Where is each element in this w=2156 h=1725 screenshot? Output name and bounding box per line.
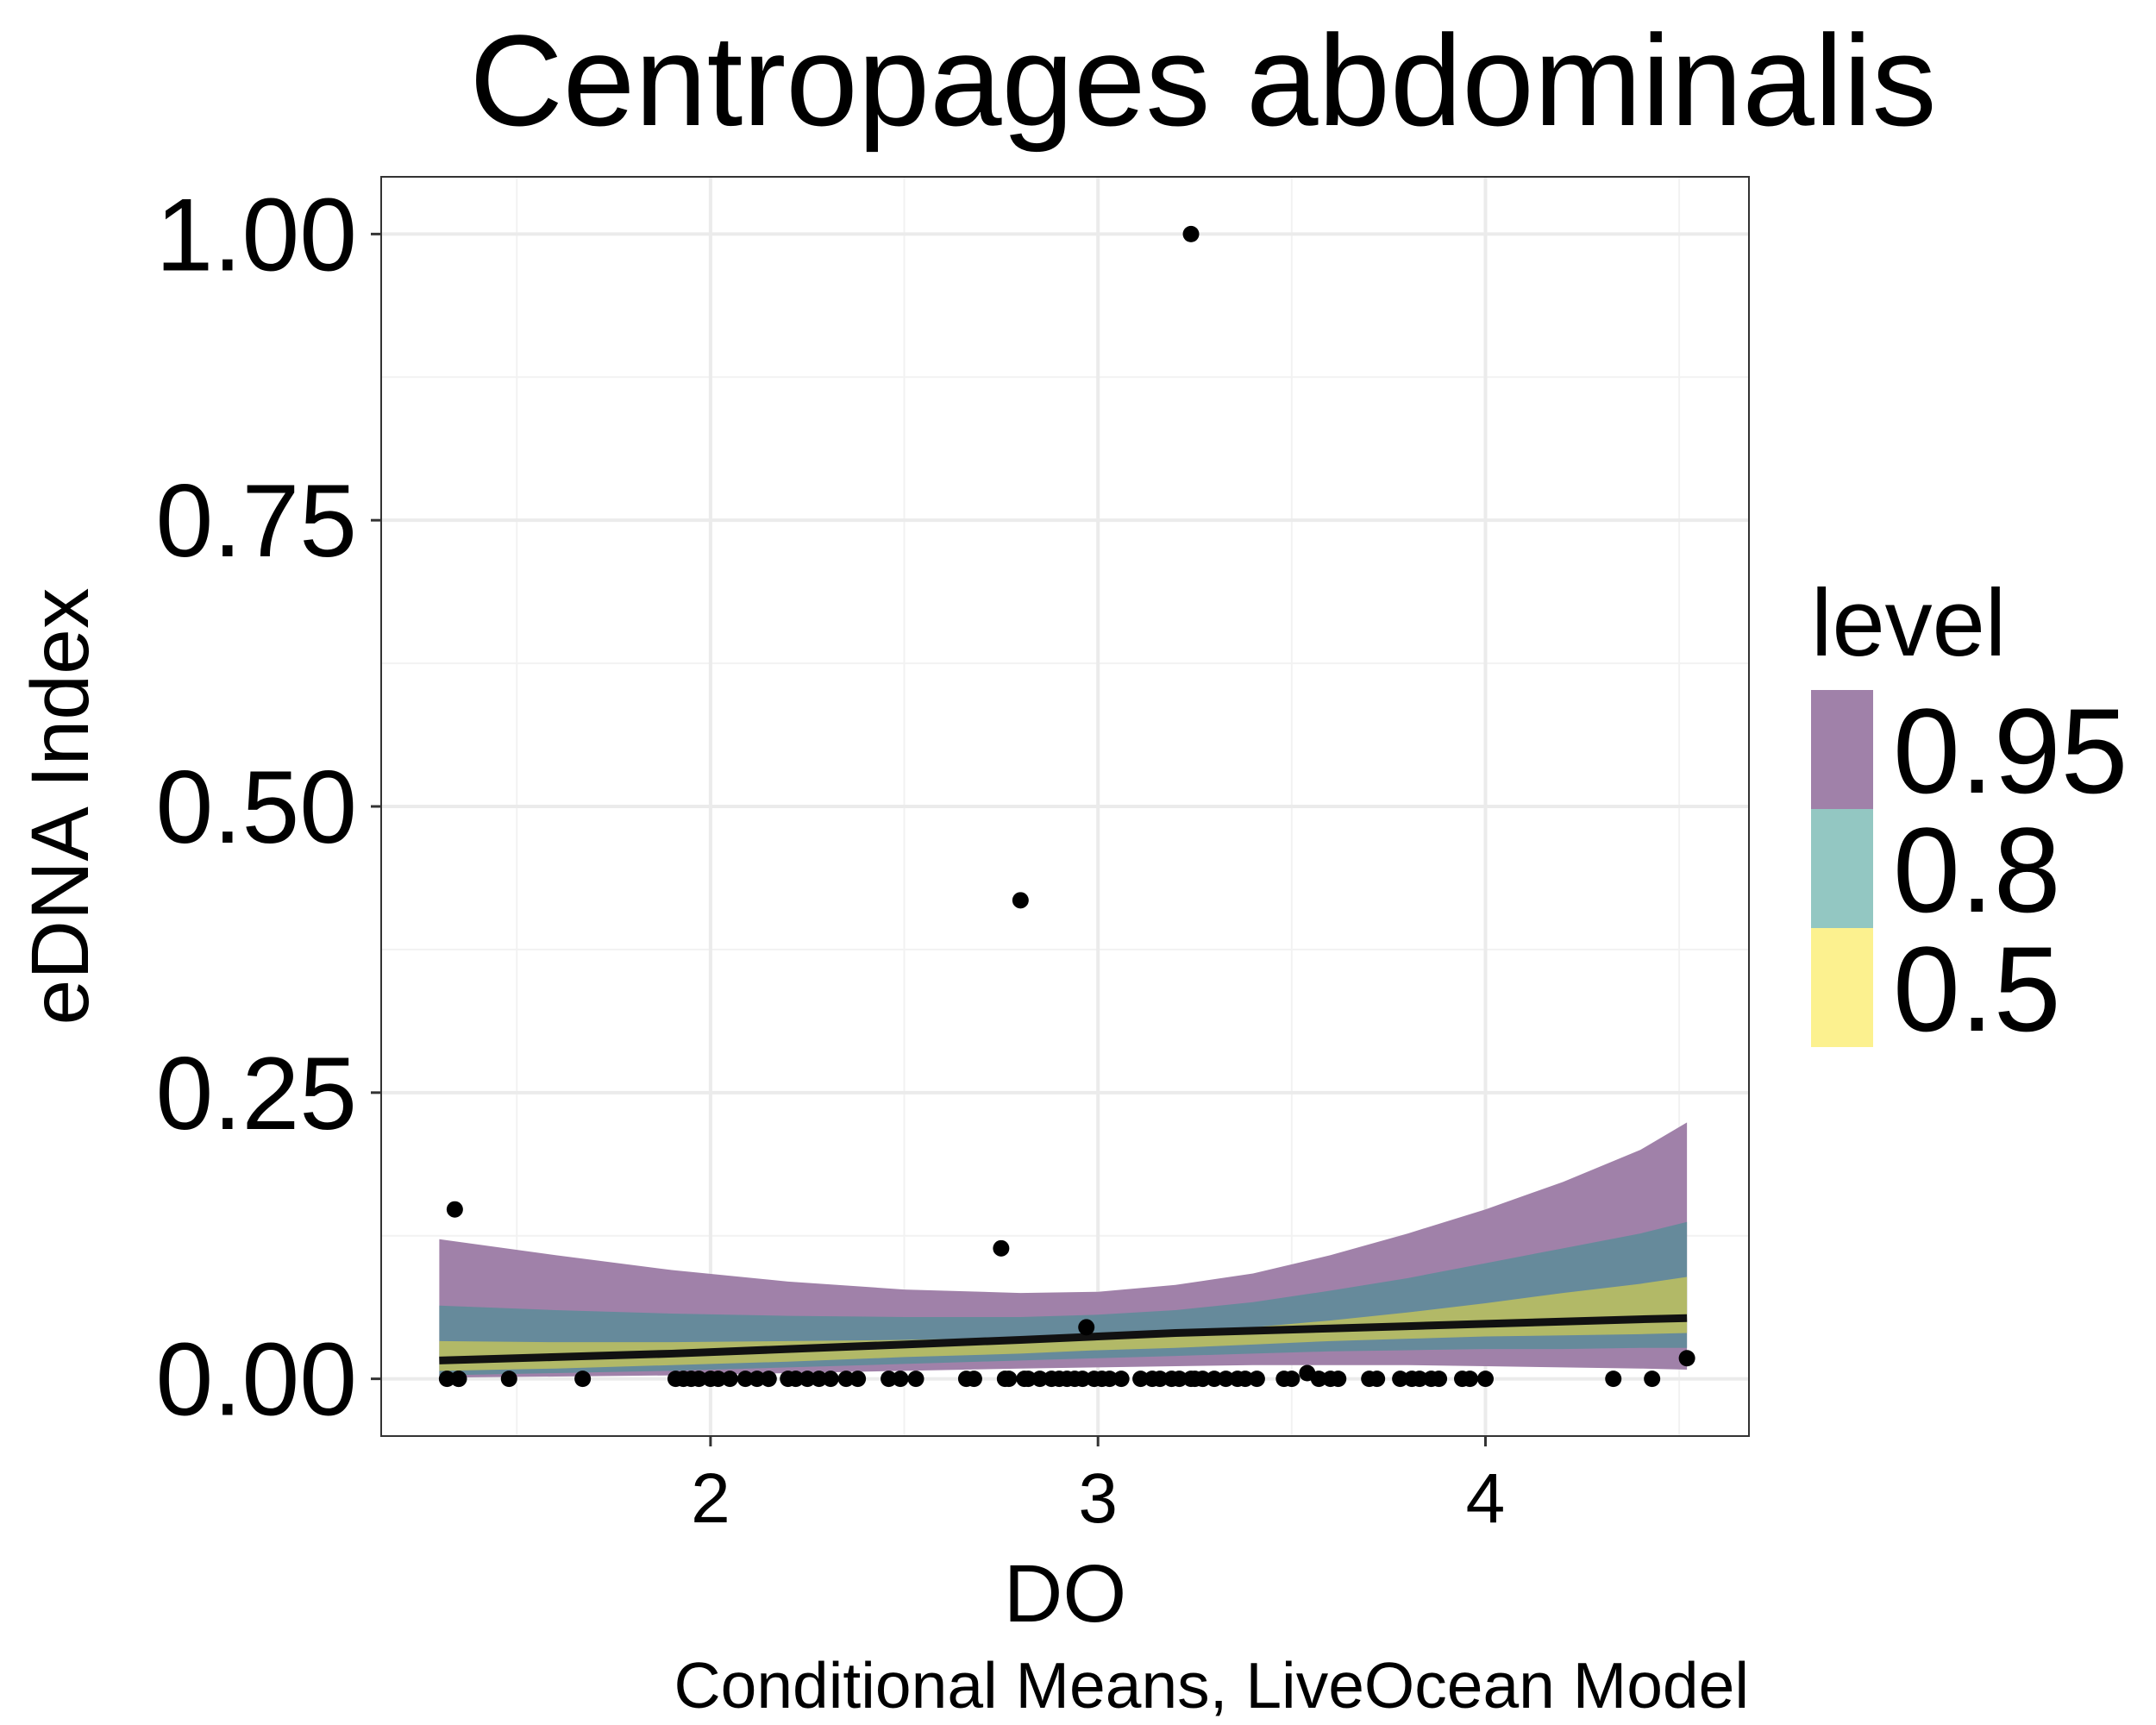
data-point	[1411, 1371, 1428, 1388]
x-tick-label: 2	[691, 1459, 730, 1538]
data-point	[1031, 1371, 1049, 1388]
data-point	[837, 1371, 855, 1388]
data-point	[749, 1371, 766, 1388]
data-point	[1237, 1371, 1254, 1388]
data-point	[811, 1371, 828, 1388]
data-point	[710, 1371, 727, 1388]
y-axis: 0.00 0.25 0.50 0.75 1.00	[155, 177, 381, 1438]
legend-label-095: 0.95	[1893, 683, 2128, 819]
data-point	[1310, 1371, 1327, 1388]
data-point	[574, 1371, 592, 1388]
data-point	[1283, 1371, 1300, 1388]
data-point	[1248, 1371, 1265, 1388]
data-point	[892, 1371, 909, 1388]
x-tick-label: 4	[1466, 1459, 1506, 1538]
data-point	[996, 1371, 1013, 1388]
y-tick-label: 0.50	[155, 750, 357, 865]
data-point	[690, 1371, 707, 1388]
legend-swatch-095	[1811, 690, 1873, 809]
data-point	[721, 1371, 738, 1388]
data-point	[1112, 1371, 1130, 1388]
data-point	[1217, 1371, 1234, 1388]
data-point	[450, 1371, 467, 1388]
x-axis: 2 3 4	[691, 1436, 1505, 1538]
chart-caption: Conditional Means, LiveOcean Model	[674, 1649, 1749, 1722]
data-points	[438, 225, 1695, 1388]
data-point	[1644, 1371, 1661, 1388]
data-point	[1078, 1319, 1095, 1336]
data-point	[787, 1371, 805, 1388]
data-point	[1369, 1371, 1386, 1388]
data-point	[1462, 1371, 1479, 1388]
data-point	[799, 1371, 816, 1388]
data-point	[993, 1239, 1010, 1257]
data-point	[907, 1371, 924, 1388]
data-point	[1171, 1371, 1188, 1388]
data-point	[1132, 1371, 1150, 1388]
data-point	[1101, 1371, 1119, 1388]
data-point	[446, 1201, 463, 1218]
chart-title: Centropages abdominalis	[469, 8, 1936, 153]
legend-label-050: 0.5	[1893, 921, 2061, 1057]
x-axis-label: DO	[1004, 1548, 1127, 1640]
data-point	[500, 1371, 517, 1388]
data-point	[1476, 1371, 1494, 1388]
data-point	[1678, 1350, 1695, 1367]
data-point	[1151, 1371, 1169, 1388]
data-point	[736, 1371, 754, 1388]
data-point	[1330, 1371, 1347, 1388]
data-point	[1182, 225, 1200, 242]
mean-line	[439, 1314, 1688, 1364]
mean-line-group	[439, 1314, 1688, 1364]
legend-swatch-050	[1811, 928, 1873, 1047]
legend-title: level	[1811, 570, 2006, 676]
data-point	[1194, 1371, 1211, 1388]
data-point	[965, 1371, 982, 1388]
y-tick-label: 0.25	[155, 1036, 357, 1151]
data-point	[1019, 1371, 1037, 1388]
data-point	[849, 1371, 867, 1388]
data-point	[822, 1371, 839, 1388]
y-tick-label: 0.75	[155, 463, 357, 579]
legend-swatch-080	[1811, 809, 1873, 928]
data-point	[1206, 1371, 1223, 1388]
legend-label-080: 0.8	[1893, 802, 2061, 938]
data-point	[1431, 1371, 1448, 1388]
data-point	[1074, 1371, 1091, 1388]
x-tick-label: 3	[1078, 1459, 1118, 1538]
data-point	[1605, 1371, 1622, 1388]
y-axis-label: eDNA Index	[15, 588, 106, 1026]
y-tick-label: 0.00	[155, 1322, 357, 1438]
y-tick-label: 1.00	[155, 177, 357, 292]
data-point	[881, 1371, 898, 1388]
legend: level 0.95 0.8 0.5	[1811, 570, 2128, 1057]
data-point	[1392, 1371, 1409, 1388]
data-point	[438, 1371, 455, 1388]
data-point	[760, 1371, 777, 1388]
data-point	[1012, 892, 1029, 909]
